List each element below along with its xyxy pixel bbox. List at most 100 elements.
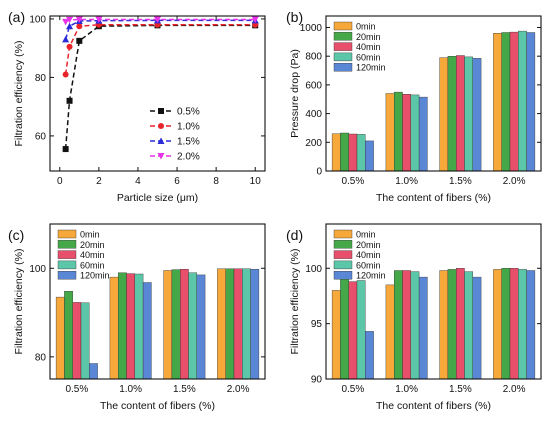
bar: [418, 276, 428, 380]
x-tick-label: 2.0%: [227, 384, 250, 395]
bar: [55, 296, 65, 380]
x-tick-label: 1.5%: [449, 176, 472, 187]
bar: [331, 290, 341, 380]
legend-swatch: [333, 240, 353, 249]
x-axis-label: The content of fibers (%): [376, 400, 491, 412]
bar: [447, 56, 457, 172]
bar: [365, 140, 374, 172]
y-axis-label: Pressure drop (Pa): [289, 49, 301, 138]
legend-swatch: [333, 229, 353, 239]
legend-swatch: [57, 260, 77, 270]
y-tick-label: 600: [305, 80, 322, 91]
data-point: [62, 18, 70, 26]
bar: [518, 269, 527, 380]
plot-frame: [325, 15, 542, 172]
data-point: [62, 146, 69, 153]
bar: [439, 270, 449, 380]
bar: [340, 276, 349, 380]
legend-label: 60min: [356, 260, 381, 270]
bar: [89, 363, 98, 380]
bar: [340, 132, 349, 172]
bar: [171, 269, 181, 380]
plot-frame: [49, 223, 266, 380]
legend-swatch: [57, 229, 77, 239]
y-tick-label: 95: [311, 319, 323, 330]
x-tick-label: 0.5%: [341, 384, 364, 395]
series-line-0.5%: [64, 24, 256, 150]
legend-label: 40min: [356, 250, 381, 260]
bar: [134, 273, 144, 380]
data-point: [62, 71, 69, 78]
legend-label: 40min: [356, 42, 381, 52]
data-point: [154, 16, 161, 24]
y-axis-label: Filtration efficiency (%): [13, 40, 25, 146]
x-tick-label: 6: [174, 176, 180, 187]
x-tick-label: 2.0%: [503, 176, 526, 187]
bar: [348, 281, 358, 380]
x-tick-label: 0.5%: [65, 384, 88, 395]
x-axis-label: The content of fibers (%): [376, 192, 491, 204]
bar: [464, 56, 474, 172]
bar: [518, 30, 527, 172]
bar: [493, 33, 502, 172]
bar: [472, 276, 482, 380]
legend-swatch: [333, 63, 353, 72]
bar: [331, 133, 341, 172]
bar: [117, 272, 127, 380]
legend-swatch: [57, 271, 77, 280]
data-point: [95, 16, 103, 24]
y-axis-label: Filtration efficiency (%): [289, 248, 301, 354]
bar: [233, 268, 243, 380]
data-point: [76, 37, 83, 44]
bar: [410, 271, 420, 380]
data-point: [251, 16, 259, 24]
y-tick-label: 400: [305, 109, 322, 120]
y-tick-label: 200: [305, 138, 322, 149]
bar: [250, 269, 260, 380]
legend-label: 20min: [356, 32, 381, 42]
y-tick-label: 80: [35, 73, 47, 84]
x-axis-label: The content of fibers (%): [100, 400, 215, 412]
legend-label: 120min: [80, 271, 110, 281]
panel-c: 80 100 The content of fibers (%) Filtration…: [13, 223, 266, 412]
x-tick-label: 1.0%: [119, 384, 142, 395]
bar: [456, 55, 465, 172]
bar: [64, 291, 73, 380]
bar: [394, 270, 403, 380]
plot-frame: [49, 15, 266, 172]
y-tick-label: 0: [316, 167, 322, 178]
y-tick-label: 100: [305, 264, 322, 275]
bar: [402, 93, 412, 172]
bar: [493, 269, 502, 380]
bar: [348, 133, 358, 172]
bar: [179, 269, 189, 380]
y-tick-label: 800: [305, 52, 322, 63]
bar: [365, 331, 374, 380]
legend-label: 40min: [80, 250, 105, 260]
x-tick-label: 0: [57, 176, 63, 187]
legend-marker: [157, 137, 165, 144]
bar: [509, 31, 519, 172]
legend-label: 60min: [356, 52, 381, 62]
panel-b: 0 200 400 600 800 1000 The content of fibers (…: [289, 15, 542, 204]
y-tick-label: 80: [35, 352, 47, 363]
panel-label: (d): [286, 227, 303, 243]
bar: [385, 93, 395, 172]
legend-label: 1.5%: [177, 137, 200, 148]
bar: [501, 268, 511, 380]
legend-label: 0.5%: [177, 107, 200, 118]
data-point: [75, 16, 83, 24]
bar: [509, 268, 519, 380]
x-tick-label: 2.0%: [503, 384, 526, 395]
x-tick-label: 1.5%: [449, 384, 472, 395]
legend-label: 20min: [356, 240, 381, 250]
y-axis-label: Filtration efficiency (%): [13, 248, 25, 354]
bar: [225, 268, 235, 380]
bar: [163, 270, 173, 380]
legend-swatch: [333, 42, 353, 51]
bar: [217, 268, 226, 380]
data-point: [66, 16, 74, 24]
x-axis-label: Particle size (μm): [117, 192, 198, 204]
legend-label: 1.0%: [177, 122, 200, 133]
